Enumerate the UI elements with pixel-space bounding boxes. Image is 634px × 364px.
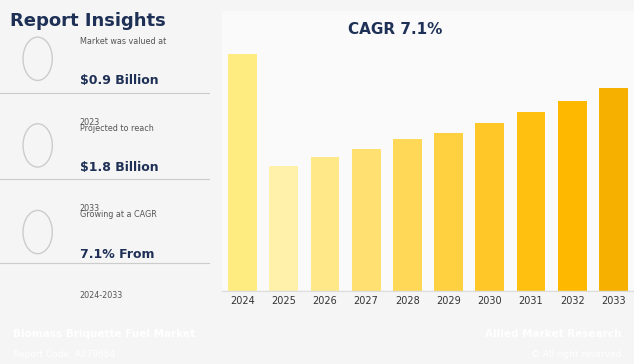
Bar <box>269 166 298 291</box>
Bar <box>352 149 380 291</box>
Text: 2023: 2023 <box>79 118 100 127</box>
Text: $0.9 Billion: $0.9 Billion <box>79 74 158 87</box>
Text: 7.1% From: 7.1% From <box>79 248 154 261</box>
Text: Growing at a CAGR: Growing at a CAGR <box>79 210 156 219</box>
Bar <box>599 88 628 291</box>
Text: 2033: 2033 <box>79 204 100 213</box>
Text: Market was valued at: Market was valued at <box>79 37 165 46</box>
Bar <box>476 123 504 291</box>
Text: Report Insights: Report Insights <box>10 12 166 30</box>
Bar <box>393 139 422 291</box>
Bar <box>517 112 545 291</box>
Text: 2024-2033: 2024-2033 <box>79 291 123 300</box>
Bar <box>228 54 257 291</box>
Bar <box>311 157 339 291</box>
Text: Projected to reach: Projected to reach <box>79 124 153 133</box>
Text: CAGR 7.1%: CAGR 7.1% <box>348 22 442 37</box>
Text: Allied Market Research: Allied Market Research <box>485 328 621 339</box>
Text: Biomass Briquette Fuel Market: Biomass Briquette Fuel Market <box>13 328 195 339</box>
Text: Report Code: A279664: Report Code: A279664 <box>13 350 115 359</box>
Bar <box>434 133 463 291</box>
Bar <box>558 101 586 291</box>
Text: © All right reserved: © All right reserved <box>531 350 621 359</box>
Text: $1.8 Billion: $1.8 Billion <box>79 161 158 174</box>
